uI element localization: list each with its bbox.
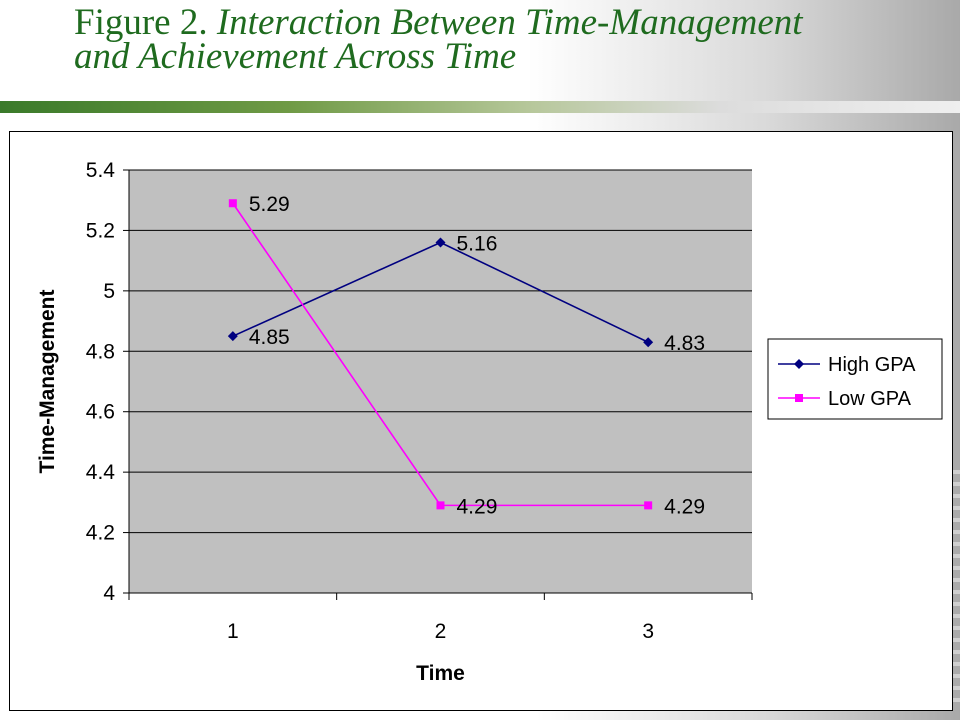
title-prefix: Figure 2. xyxy=(74,2,208,43)
decorative-dots xyxy=(952,470,960,710)
legend-label: Low GPA xyxy=(828,388,912,410)
data-label: 4.29 xyxy=(664,495,705,518)
y-tick-labels: 4 4.2 4.4 4.6 4.8 5 5.2 5.4 xyxy=(86,159,116,605)
y-tick-label: 4 xyxy=(103,582,115,605)
legend-marker xyxy=(795,394,803,402)
legend-label: High GPA xyxy=(828,354,916,376)
y-tick-label: 4.2 xyxy=(86,522,115,545)
legend-entry: Low GPA xyxy=(778,388,912,410)
plot-area xyxy=(129,170,752,593)
title-line-2: and Achievement Across Time xyxy=(74,36,517,77)
data-point xyxy=(436,501,445,510)
x-tick-label: 2 xyxy=(435,620,447,643)
title-line-1: Interaction Between Time-Management xyxy=(216,2,803,43)
legend-entry: High GPA xyxy=(778,354,916,376)
y-axis-title: Time-Management xyxy=(36,290,59,474)
data-point xyxy=(435,237,446,248)
x-tick-labels: 1 2 3 xyxy=(227,620,654,643)
data-label: 5.16 xyxy=(457,233,498,256)
data-label: 4.83 xyxy=(664,332,705,355)
y-tick-label: 5.2 xyxy=(86,219,115,242)
legend-marker xyxy=(794,359,804,369)
y-tick-label: 4.6 xyxy=(86,401,115,424)
legend: High GPA Low GPA xyxy=(767,338,943,420)
data-label: 4.85 xyxy=(249,326,290,349)
data-label: 4.29 xyxy=(457,495,498,518)
y-tick-label: 4.4 xyxy=(86,461,116,484)
y-tick-label: 5.4 xyxy=(86,159,116,182)
y-tick-label: 5 xyxy=(103,280,115,303)
legend-box xyxy=(767,338,943,420)
y-tick-label: 4.8 xyxy=(86,340,115,363)
gridlines xyxy=(123,169,752,594)
slide-title: Figure 2. Interaction Between Time-Manag… xyxy=(74,4,803,77)
series-layer: 4.85 5.16 4.83 5.29 4.29 4.29 xyxy=(227,193,705,518)
data-point xyxy=(644,501,653,510)
x-axis-title: Time xyxy=(416,662,465,685)
x-tick-label: 3 xyxy=(642,620,654,643)
x-tick-label: 1 xyxy=(227,620,239,643)
data-point xyxy=(643,337,654,348)
axes xyxy=(128,170,753,600)
data-point xyxy=(228,199,237,208)
data-label: 5.29 xyxy=(249,193,290,216)
data-point xyxy=(227,331,238,342)
series-low-gpa: 5.29 4.29 4.29 xyxy=(228,193,705,518)
title-divider xyxy=(0,101,960,113)
